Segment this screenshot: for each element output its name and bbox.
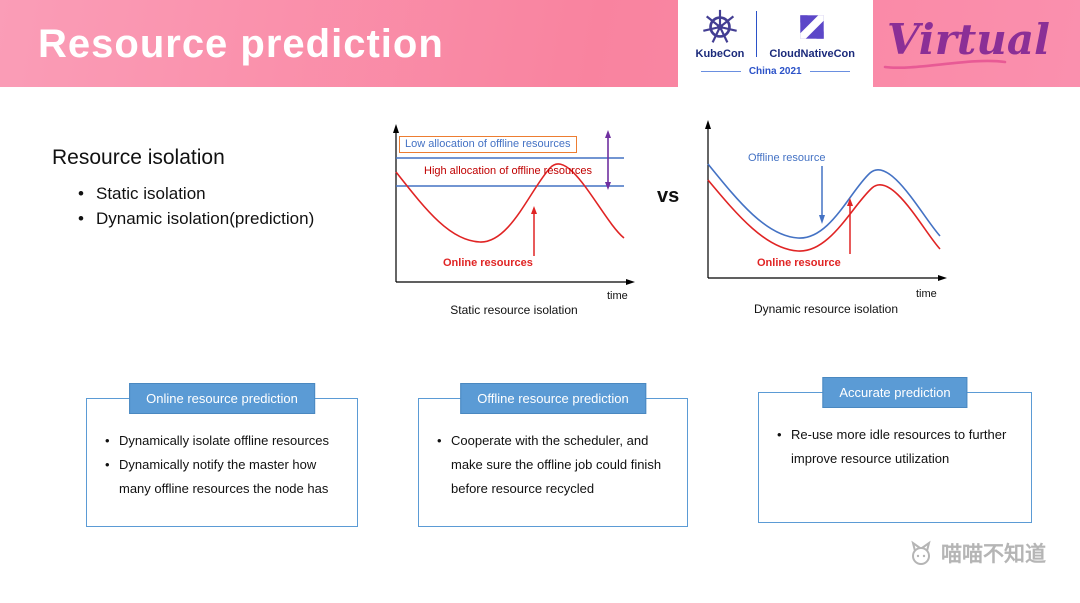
logo-row: KubeCon CloudNativeCon xyxy=(696,9,855,60)
accurate-prediction-box: Accurate prediction Re-use more idle res… xyxy=(758,377,1032,523)
cncf-pixel-icon xyxy=(800,14,824,39)
list-item: Static isolation xyxy=(78,182,372,207)
static-resource-isolation-chart xyxy=(393,124,635,285)
arrow-down-icon xyxy=(819,215,825,224)
box-bullet-list: Dynamically isolate offline resources Dy… xyxy=(103,429,347,501)
logo-panel: KubeCon CloudNativeCon xyxy=(677,0,873,87)
box-body: Cooperate with the scheduler, and make s… xyxy=(419,399,687,501)
dynamic-chart-caption: Dynamic resource isolation xyxy=(753,302,899,316)
logo-divider xyxy=(756,10,758,57)
box-title: Offline resource prediction xyxy=(460,383,646,414)
offline-resource-label: Offline resource xyxy=(748,152,826,164)
box-bullet-list: Re-use more idle resources to further im… xyxy=(775,423,1021,471)
online-resource-label: Online resource xyxy=(757,257,841,269)
online-resource-prediction-box: Online resource prediction Dynamically i… xyxy=(86,383,358,527)
vs-label: vs xyxy=(657,185,680,207)
list-item: Dynamically isolate offline resources xyxy=(103,429,347,453)
cloudnativecon-logo: CloudNativeCon xyxy=(769,9,855,60)
online-resources-curve xyxy=(395,163,625,243)
dynamic-resource-isolation-chart xyxy=(705,120,947,281)
watermark: 喵喵不知道 xyxy=(907,538,1046,568)
high-allocation-label: High allocation of offline resources xyxy=(424,165,592,177)
box-body: Dynamically isolate offline resources Dy… xyxy=(87,399,357,501)
box-title: Accurate prediction xyxy=(822,377,968,408)
box-bullet-list: Cooperate with the scheduler, and make s… xyxy=(435,429,677,501)
arrow-down-icon xyxy=(605,182,611,190)
cat-icon xyxy=(911,540,931,565)
virtual-wordmark: Virtual xyxy=(883,18,1050,69)
kubecon-label: KubeCon xyxy=(695,47,745,60)
static-chart-caption: Static resource isolation xyxy=(450,303,578,317)
brand-area: KubeCon CloudNativeCon xyxy=(677,0,1080,87)
slide-header: Resource prediction xyxy=(0,0,1080,87)
box-body: Re-use more idle resources to further im… xyxy=(759,393,1031,471)
time-axis-label: time xyxy=(607,290,628,302)
arrow-up-icon xyxy=(531,206,537,214)
low-allocation-label: Low allocation of offline resources xyxy=(399,136,577,154)
online-resource-curve xyxy=(707,179,941,252)
online-resources-label: Online resources xyxy=(443,257,533,269)
list-item: Re-use more idle resources to further im… xyxy=(775,423,1021,471)
kubecon-logo: KubeCon xyxy=(695,9,745,60)
y-axis-arrow-icon xyxy=(705,120,711,129)
box-title: Online resource prediction xyxy=(129,383,315,414)
y-axis-arrow-icon xyxy=(393,124,399,133)
cloudnativecon-label: CloudNativeCon xyxy=(769,47,855,60)
x-axis-arrow-icon xyxy=(626,279,635,285)
virtual-text: Virtual xyxy=(886,14,1050,64)
x-axis-arrow-icon xyxy=(938,275,947,281)
virtual-swoosh-icon xyxy=(883,59,1007,69)
event-line-left xyxy=(700,70,741,72)
arrow-up-icon xyxy=(605,130,611,138)
resource-isolation-list: Static isolation Dynamic isolation(predi… xyxy=(78,182,372,231)
watermark-text: 喵喵不知道 xyxy=(941,543,1046,566)
resource-isolation-section: Resource isolation Static isolation Dyna… xyxy=(52,146,372,231)
event-label: China 2021 xyxy=(748,65,802,77)
list-item: Dynamic isolation(prediction) xyxy=(78,207,372,232)
offline-resource-curve xyxy=(707,163,941,239)
event-line-right xyxy=(809,70,850,72)
list-item: Dynamically notify the master how many o… xyxy=(103,453,347,501)
offline-resource-prediction-box: Offline resource prediction Cooperate wi… xyxy=(418,383,688,527)
list-item: Cooperate with the scheduler, and make s… xyxy=(435,429,677,501)
helm-wheel-icon xyxy=(703,9,737,43)
time-axis-label: time xyxy=(916,288,937,300)
resource-isolation-heading: Resource isolation xyxy=(52,146,225,169)
arrow-up-icon xyxy=(847,198,853,206)
page-title: Resource prediction xyxy=(38,21,444,66)
event-row: China 2021 xyxy=(700,65,850,77)
